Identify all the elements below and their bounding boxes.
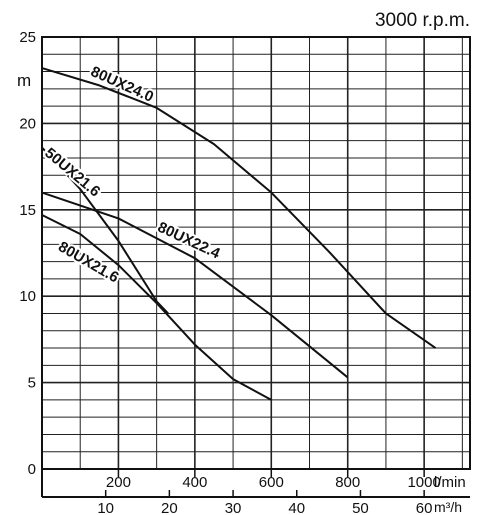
grid: [42, 37, 470, 469]
series-lines: [41, 67, 437, 401]
y-tick-label: 15: [19, 202, 36, 219]
x2-tick-label: 60: [416, 500, 433, 515]
y-tick-label: 25: [19, 29, 36, 46]
x2-axis-unit-label: m³/h: [434, 499, 462, 515]
series-line-3: [41, 191, 349, 379]
y-axis-unit-label: m: [17, 71, 31, 90]
x2-tick-label: 50: [352, 500, 369, 515]
series-line-2: [41, 146, 169, 315]
x-tick-label: 800: [335, 474, 360, 491]
y-tick-label: 5: [28, 375, 36, 392]
y-tick-label: 0: [28, 461, 36, 478]
x2-tick-label: 40: [288, 500, 305, 515]
series-line-1: [41, 67, 437, 349]
tick-labels: 0 5 10 15 20 25 200 400 600 800 1000 10 20 30 40 50 60: [19, 29, 441, 515]
x2-tick-label: 30: [225, 500, 242, 515]
series-line-4: [41, 214, 272, 401]
y-tick-label: 10: [19, 288, 36, 305]
axes: [41, 36, 471, 498]
x2-tick-label: 10: [97, 500, 114, 515]
y-tick-label: 20: [19, 115, 36, 132]
x-tick-label: 1000: [407, 474, 440, 491]
chart-title: 3000 r.p.m.: [375, 10, 470, 31]
plot-frame: [41, 36, 471, 470]
x-tick-label: 200: [106, 474, 131, 491]
x2-tick-label: 20: [161, 500, 178, 515]
x-axis-unit-label: l/min: [434, 474, 466, 491]
x-tick-label: 400: [182, 474, 207, 491]
x-tick-label: 600: [259, 474, 284, 491]
